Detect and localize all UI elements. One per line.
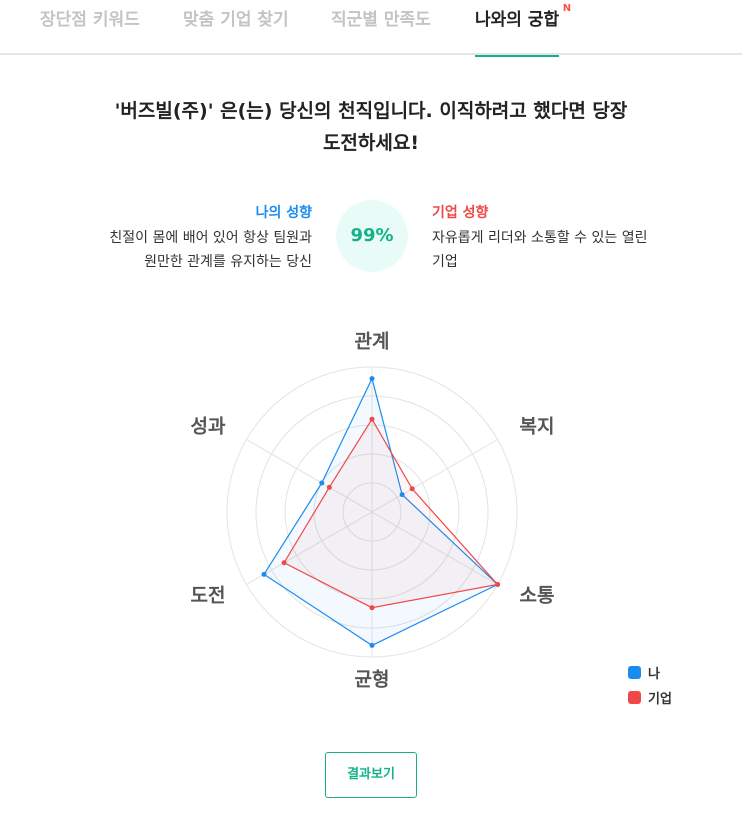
result-headline: '버즈빌(주)' 은(는) 당신의 천직입니다. 이직하려고 했다면 당장 도전…: [0, 95, 742, 159]
tab-label: 맞춤 기업 찾기: [183, 10, 289, 30]
radar-axis-label: 소통: [520, 585, 555, 607]
tab-job-satisfaction[interactable]: 직군별 만족도: [331, 0, 431, 55]
legend-item-me: 나: [628, 660, 672, 685]
legend-label: 기업: [648, 692, 672, 707]
headline-line-1: '버즈빌(주)' 은(는) 당신의 천직입니다. 이직하려고 했다면 당장: [114, 100, 628, 122]
radar-axis-label: 성과: [191, 416, 226, 438]
radar-point: [369, 642, 375, 648]
legend-swatch: [628, 691, 641, 704]
radar-spoke: [246, 439, 373, 513]
tab-company-match[interactable]: 맞춤 기업 찾기: [183, 0, 289, 55]
my-desc-line-2: 원만한 관계를 유지하는 당신: [144, 254, 312, 270]
radar-spoke: [371, 511, 498, 585]
radar-spoke: [246, 511, 373, 585]
radar-point: [369, 605, 375, 611]
radar-point: [319, 480, 325, 486]
radar-point: [281, 560, 287, 566]
company-tendency-title: 기업 성향: [432, 205, 489, 221]
new-badge: N: [562, 3, 572, 14]
radar-point: [409, 486, 415, 492]
radar-point: [399, 492, 405, 498]
my-desc-line-1: 친절이 몸에 배어 있어 항상 팀원과: [109, 230, 312, 246]
headline-line-2: 도전하세요!: [322, 132, 420, 154]
radar-point: [495, 582, 501, 587]
match-score: 99%: [336, 200, 408, 272]
radar-spoke: [371, 439, 498, 513]
radar-point: [369, 416, 375, 422]
tab-label: 장단점 키워드: [40, 10, 140, 30]
company-tendency-description: 자유롭게 리더와 소통할 수 있는 열린 기업: [432, 226, 672, 274]
radar-axis-label: 균형: [355, 669, 390, 691]
tab-bar: 장단점 키워드 맞춤 기업 찾기 직군별 만족도 나와의 궁합 N: [0, 0, 742, 57]
radar-point: [326, 484, 332, 490]
my-tendency-title: 나의 성향: [255, 205, 312, 221]
legend-swatch: [628, 666, 641, 679]
chart-legend: 나 기업: [628, 660, 672, 710]
radar-axis-label: 복지: [520, 416, 555, 438]
tab-label: 직군별 만족도: [331, 10, 431, 30]
tab-label: 나와의 궁합: [475, 10, 560, 30]
company-desc-line-2: 기업: [432, 254, 458, 270]
legend-label: 나: [648, 667, 660, 682]
view-result-button[interactable]: 결과보기: [325, 752, 417, 798]
tab-compatibility[interactable]: 나와의 궁합 N: [475, 0, 571, 57]
active-tab-indicator: [475, 55, 560, 57]
radar-axis-label: 관계: [355, 331, 390, 353]
radar-point: [261, 571, 267, 577]
tab-pros-cons-keywords[interactable]: 장단점 키워드: [40, 0, 140, 55]
radar-axis-label: 도전: [191, 585, 226, 607]
legend-item-company: 기업: [628, 685, 672, 710]
my-tendency-description: 친절이 몸에 배어 있어 항상 팀원과 원만한 관계를 유지하는 당신: [72, 226, 312, 274]
radar-series-company: [283, 418, 499, 609]
radar-point: [369, 376, 375, 382]
company-desc-line-1: 자유롭게 리더와 소통할 수 있는 열린: [432, 230, 648, 246]
